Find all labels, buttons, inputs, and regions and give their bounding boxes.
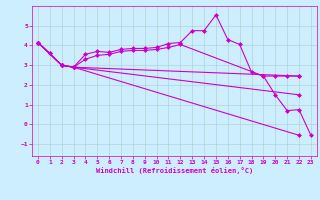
X-axis label: Windchill (Refroidissement éolien,°C): Windchill (Refroidissement éolien,°C) xyxy=(96,167,253,174)
